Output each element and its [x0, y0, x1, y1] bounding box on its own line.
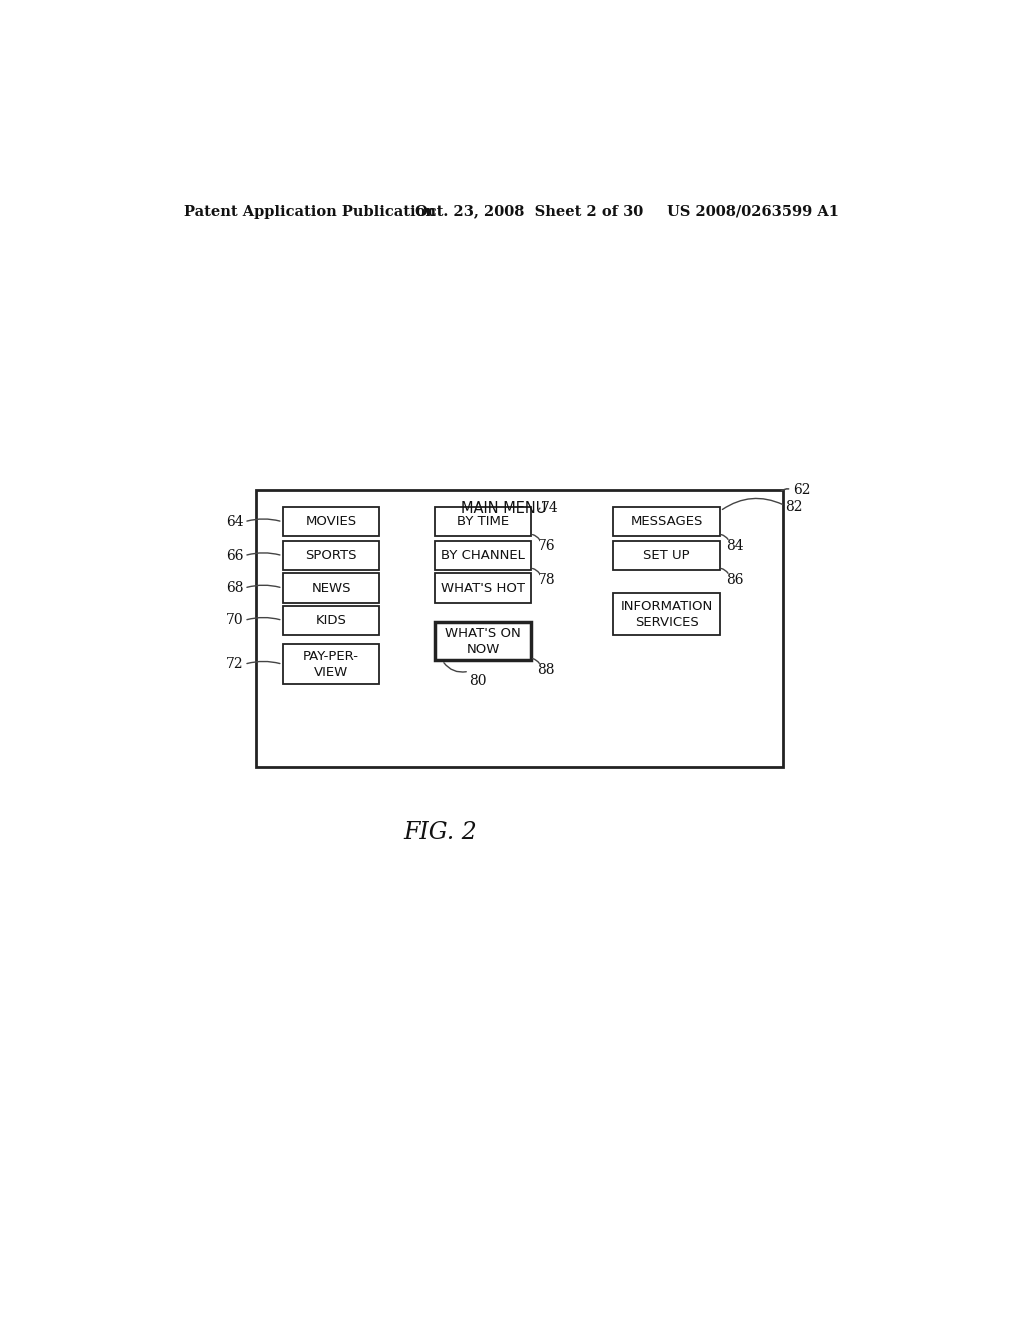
Text: WHAT'S HOT: WHAT'S HOT	[441, 582, 525, 594]
Bar	[283, 644, 380, 684]
Text: 82: 82	[785, 499, 803, 513]
Text: INFORMATION
SERVICES: INFORMATION SERVICES	[621, 599, 713, 628]
Text: 78: 78	[538, 573, 555, 586]
Text: 72: 72	[226, 657, 244, 672]
Bar	[613, 593, 720, 635]
Text: 62: 62	[793, 483, 810, 498]
Bar	[434, 622, 531, 660]
Text: PAY-PER-
VIEW: PAY-PER- VIEW	[303, 649, 359, 678]
Bar	[434, 573, 531, 603]
Text: MESSAGES: MESSAGES	[631, 515, 702, 528]
Bar	[613, 507, 720, 536]
Text: 88: 88	[538, 663, 555, 677]
Text: 74: 74	[541, 502, 559, 515]
Bar	[283, 507, 380, 536]
Bar	[283, 541, 380, 570]
Text: 64: 64	[226, 515, 244, 529]
Text: Patent Application Publication: Patent Application Publication	[183, 205, 436, 219]
Bar	[613, 541, 720, 570]
Text: NEWS: NEWS	[311, 582, 351, 594]
Text: 86: 86	[726, 573, 743, 586]
Bar	[434, 507, 531, 536]
Text: KIDS: KIDS	[315, 614, 346, 627]
Text: 68: 68	[226, 581, 244, 595]
Text: BY CHANNEL: BY CHANNEL	[441, 549, 525, 562]
Text: 80: 80	[469, 675, 486, 688]
Text: SET UP: SET UP	[643, 549, 690, 562]
Text: 84: 84	[726, 539, 743, 553]
Bar	[434, 541, 531, 570]
Text: US 2008/0263599 A1: US 2008/0263599 A1	[667, 205, 839, 219]
Text: 66: 66	[226, 549, 244, 562]
Bar	[283, 606, 380, 635]
Text: 76: 76	[538, 539, 555, 553]
Text: MAIN MENU: MAIN MENU	[461, 502, 547, 516]
Text: Oct. 23, 2008  Sheet 2 of 30: Oct. 23, 2008 Sheet 2 of 30	[415, 205, 643, 219]
Bar	[256, 490, 783, 767]
Bar	[283, 573, 380, 603]
Text: SPORTS: SPORTS	[305, 549, 356, 562]
Text: MOVIES: MOVIES	[305, 515, 356, 528]
Text: 70: 70	[226, 614, 244, 627]
Text: WHAT'S ON
NOW: WHAT'S ON NOW	[445, 627, 521, 656]
Text: FIG. 2: FIG. 2	[403, 821, 477, 843]
Text: BY TIME: BY TIME	[457, 515, 509, 528]
